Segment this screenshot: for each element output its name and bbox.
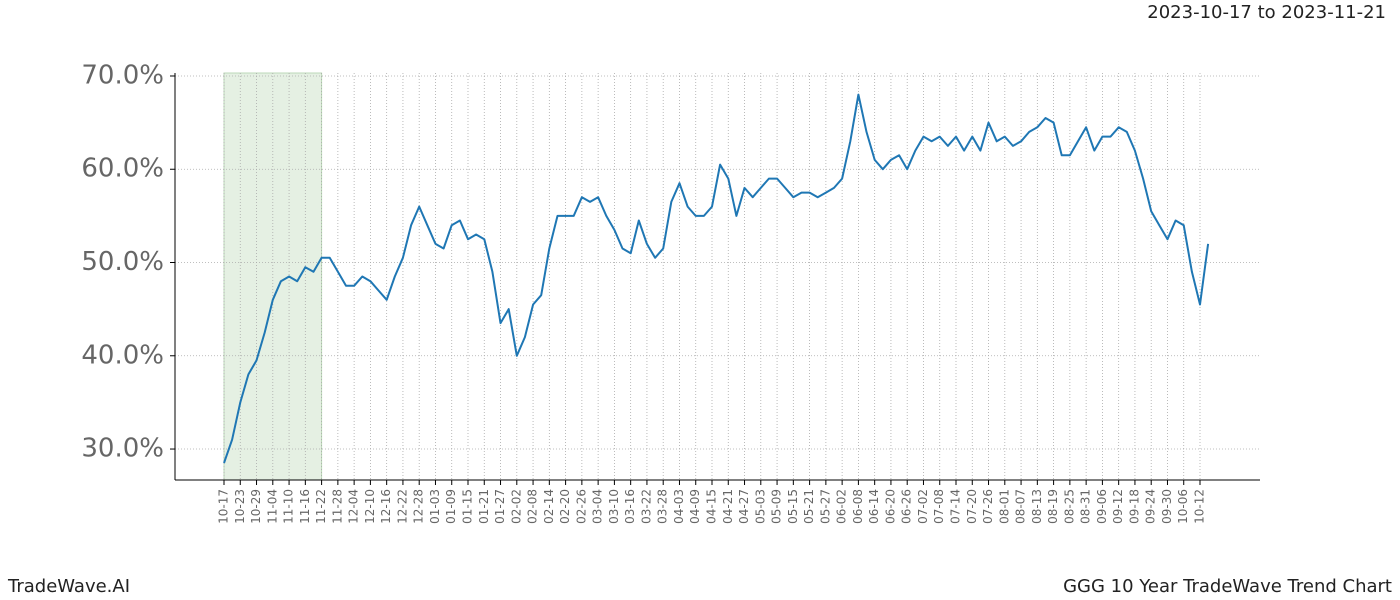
x-tick-label: 04-03 <box>672 489 686 524</box>
x-tick-label: 12-22 <box>395 489 409 524</box>
x-tick-label: 09-18 <box>1127 489 1141 524</box>
x-tick-label: 02-14 <box>542 489 556 524</box>
x-tick-label: 11-28 <box>330 489 344 524</box>
x-tick-label: 04-21 <box>721 489 735 524</box>
x-tick-label: 10-06 <box>1176 489 1190 524</box>
x-tick-label: 05-27 <box>818 489 832 524</box>
x-tick-label: 12-04 <box>347 489 361 524</box>
x-tick-label: 07-02 <box>916 489 930 524</box>
y-tick-label: 60.0% <box>81 154 164 184</box>
brand: TradeWave.AI <box>7 576 130 597</box>
x-tick-label: 08-31 <box>1079 489 1093 524</box>
x-tick-label: 09-30 <box>1160 489 1174 524</box>
x-tick-label: 10-17 <box>217 489 231 524</box>
x-tick-label: 03-22 <box>639 489 653 524</box>
x-tick-label: 07-26 <box>981 489 995 524</box>
x-tick-label: 08-13 <box>1030 489 1044 524</box>
trend-line <box>223 93 1210 464</box>
x-tick-label: 05-15 <box>786 489 800 524</box>
x-tick-label: 01-09 <box>444 489 458 524</box>
chart-title: GGG 10 Year TradeWave Trend Chart <box>1063 576 1392 597</box>
x-tick-label: 01-21 <box>477 489 491 524</box>
y-tick-label: 50.0% <box>81 247 164 277</box>
x-tick-label: 06-20 <box>883 489 897 524</box>
x-tick-label: 02-20 <box>558 489 572 524</box>
x-tick-label: 05-03 <box>753 489 767 524</box>
x-tick-label: 01-27 <box>493 489 507 524</box>
x-tick-label: 06-26 <box>900 489 914 524</box>
x-tick-label: 06-08 <box>851 489 865 524</box>
x-tick-label: 04-27 <box>737 489 751 524</box>
x-tick-label: 03-16 <box>623 489 637 524</box>
x-tick-label: 03-28 <box>656 489 670 524</box>
x-tick-label: 07-20 <box>965 489 979 524</box>
x-tick-label: 12-16 <box>379 489 393 524</box>
x-tick-label: 11-22 <box>314 489 328 524</box>
x-tick-label: 11-16 <box>298 489 312 524</box>
x-tick-label: 09-12 <box>1111 489 1125 524</box>
x-tick-label: 04-09 <box>688 489 702 524</box>
x-tick-label: 09-24 <box>1144 489 1158 524</box>
x-tick-label: 02-26 <box>574 489 588 524</box>
x-tick-label: 05-21 <box>802 489 816 524</box>
x-tick-label: 03-10 <box>607 489 621 524</box>
x-tick-label: 07-08 <box>932 489 946 524</box>
x-tick-label: 12-28 <box>412 489 426 524</box>
x-tick-label: 10-29 <box>249 489 263 524</box>
x-tick-label: 08-07 <box>1014 489 1028 524</box>
y-tick-label: 30.0% <box>81 434 164 464</box>
x-tick-label: 07-14 <box>949 489 963 524</box>
x-tick-label: 04-15 <box>705 489 719 524</box>
x-tick-label: 06-14 <box>867 489 881 524</box>
x-tick-label: 11-10 <box>282 489 296 524</box>
x-tick-label: 03-04 <box>591 489 605 524</box>
x-tick-label: 08-01 <box>997 489 1011 524</box>
x-tick-label: 12-10 <box>363 489 377 524</box>
x-tick-label: 11-04 <box>265 489 279 524</box>
x-tick-label: 09-06 <box>1095 489 1109 524</box>
x-tick-label: 02-08 <box>526 489 540 524</box>
y-tick-label: 70.0% <box>81 60 164 90</box>
x-tick-label: 02-02 <box>509 489 523 524</box>
x-tick-label: 08-25 <box>1062 489 1076 524</box>
x-tick-label: 08-19 <box>1046 489 1060 524</box>
y-tick-label: 40.0% <box>81 340 164 370</box>
x-tick-label: 01-03 <box>428 489 442 524</box>
date-range: 2023-10-17 to 2023-11-21 <box>1147 2 1386 23</box>
x-tick-label: 06-02 <box>835 489 849 524</box>
x-tick-label: 10-12 <box>1193 489 1207 524</box>
x-tick-label: 01-15 <box>461 489 475 524</box>
x-tick-label: 10-23 <box>233 489 247 524</box>
x-tick-label: 05-09 <box>770 489 784 524</box>
